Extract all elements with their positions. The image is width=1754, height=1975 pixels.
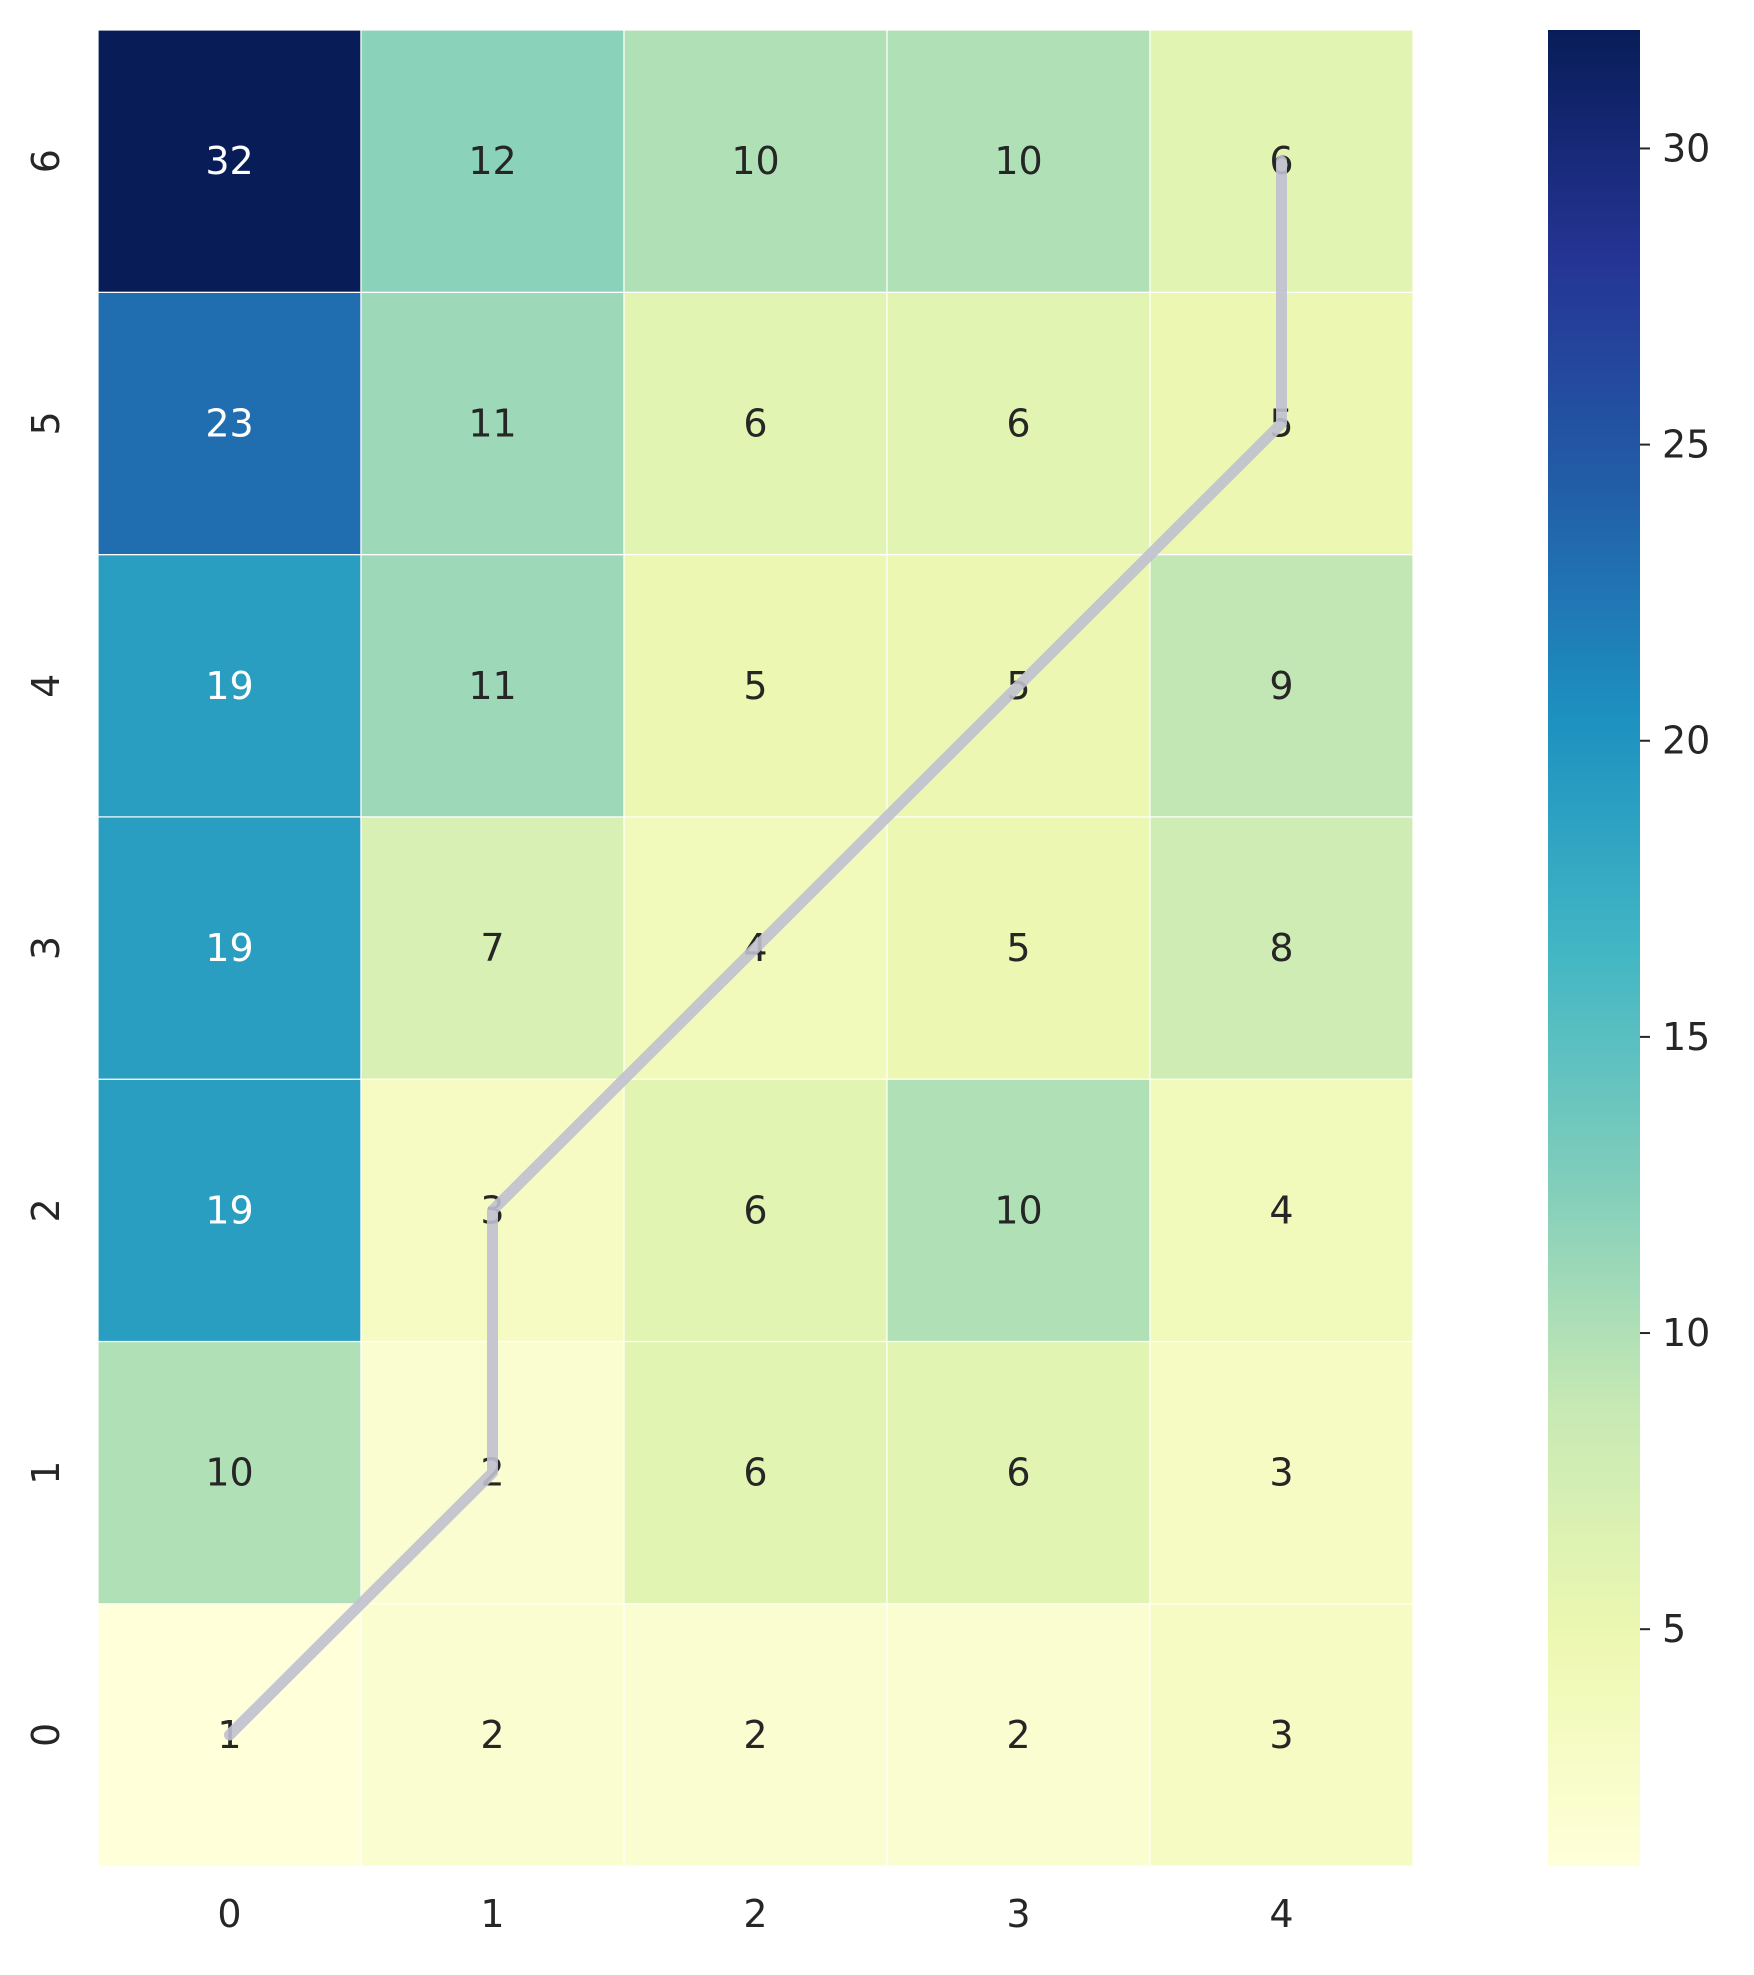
heatmap-cell-5-0 (97, 291, 362, 556)
cell-value-label-1-2: 6 (743, 1451, 767, 1495)
heatmap-cell-3-3 (886, 816, 1151, 1080)
cell-value-label-5-1: 11 (468, 401, 516, 445)
heatmap-cell-0-1 (360, 1603, 625, 1867)
heatmap-cell-labels: 1 2 2 2 310 2 6 6 319 3 6 10 419 7 4 5 819 11 5 5 923 11 6 6 532… (205, 139, 1293, 1757)
path-overlay (224, 155, 1287, 1741)
colorbar (1548, 30, 1640, 1867)
cell-value-label-1-4: 3 (1269, 1451, 1293, 1495)
colorbar-tick-label-5: 30 (1662, 126, 1710, 170)
y-tick-label-6: 6 (24, 149, 68, 173)
cell-value-label-6-2: 10 (731, 139, 779, 183)
heatmap-cell-0-4 (1149, 1603, 1414, 1867)
cell-value-label-6-1: 12 (468, 139, 516, 183)
cell-value-label-2-4: 4 (1269, 1188, 1293, 1232)
cell-value-label-5-2: 6 (743, 401, 767, 445)
y-tick-label-2: 2 (24, 1198, 68, 1222)
cell-value-label-0-4: 3 (1269, 1713, 1293, 1757)
heatmap-cell-1-2 (623, 1340, 888, 1605)
heatmap-cell-4-2 (623, 553, 888, 818)
y-tick-label-4: 4 (24, 674, 68, 698)
colorbar-tick-label-3: 20 (1662, 719, 1710, 763)
cell-value-label-4-0: 19 (205, 664, 253, 708)
colorbar-tick-label-0: 5 (1662, 1607, 1686, 1651)
colorbar-ticks: 5 10 15 20 25 30 (1640, 126, 1710, 1651)
cell-value-label-6-3: 10 (994, 139, 1042, 183)
cell-value-label-0-2: 2 (743, 1713, 767, 1757)
path-line (224, 155, 1287, 1741)
colorbar-tick-label-2: 15 (1662, 1015, 1710, 1059)
cell-value-label-4-2: 5 (743, 664, 767, 708)
heatmap-cell-2-2 (623, 1078, 888, 1343)
colorbar-tick-label-4: 25 (1662, 423, 1710, 467)
x-tick-label-2: 2 (743, 1892, 767, 1936)
cell-value-label-2-3: 10 (994, 1188, 1042, 1232)
y-tick-label-5: 5 (24, 411, 68, 435)
cell-value-label-3-1: 7 (480, 926, 504, 970)
y-axis-ticks: 0 1 2 3 4 5 6 (24, 149, 68, 1747)
y-tick-label-1: 1 (24, 1461, 68, 1485)
x-tick-label-3: 3 (1006, 1892, 1030, 1936)
colorbar-gradient (1548, 30, 1640, 1867)
heatmap-cell-3-0 (97, 816, 362, 1080)
heatmap-cell-5-1 (360, 291, 625, 556)
y-tick-label-0: 0 (24, 1723, 68, 1747)
cell-value-label-0-3: 2 (1006, 1713, 1030, 1757)
heatmap-cell-1-3 (886, 1340, 1151, 1605)
x-tick-label-4: 4 (1269, 1892, 1293, 1936)
heatmap-cell-4-4 (1149, 553, 1414, 818)
cell-value-label-2-0: 19 (205, 1188, 253, 1232)
colorbar-tick-label-1: 10 (1662, 1311, 1710, 1355)
cell-value-label-1-0: 10 (205, 1451, 253, 1495)
heatmap-cell-1-4 (1149, 1340, 1414, 1605)
cell-value-label-2-2: 6 (743, 1188, 767, 1232)
cell-value-label-5-3: 6 (1006, 401, 1030, 445)
cell-value-label-3-4: 8 (1269, 926, 1293, 970)
cell-value-label-4-4: 9 (1269, 664, 1293, 708)
heatmap-cell-3-4 (1149, 816, 1414, 1080)
heatmap-cell-2-4 (1149, 1078, 1414, 1343)
x-tick-label-1: 1 (480, 1892, 504, 1936)
cell-value-label-0-1: 2 (480, 1713, 504, 1757)
x-tick-label-0: 0 (217, 1892, 241, 1936)
x-axis-ticks: 0 1 2 3 4 (217, 1892, 1293, 1936)
cell-value-label-6-0: 32 (205, 139, 253, 183)
cell-value-label-3-0: 19 (205, 926, 253, 970)
heatmap-cell-5-2 (623, 291, 888, 556)
heatmap-cell-3-1 (360, 816, 625, 1080)
heatmap-cell-6-3 (886, 29, 1151, 293)
heatmap-cell-6-0 (97, 29, 362, 293)
y-tick-label-3: 3 (24, 936, 68, 960)
cell-value-label-5-0: 23 (205, 401, 253, 445)
heatmap-cell-4-0 (97, 553, 362, 818)
heatmap-cell-1-0 (97, 1340, 362, 1605)
cell-value-label-4-1: 11 (468, 664, 516, 708)
heatmap-cell-0-3 (886, 1603, 1151, 1867)
heatmap-cell-5-3 (886, 291, 1151, 556)
cell-value-label-1-3: 6 (1006, 1451, 1030, 1495)
cell-value-label-3-3: 5 (1006, 926, 1030, 970)
